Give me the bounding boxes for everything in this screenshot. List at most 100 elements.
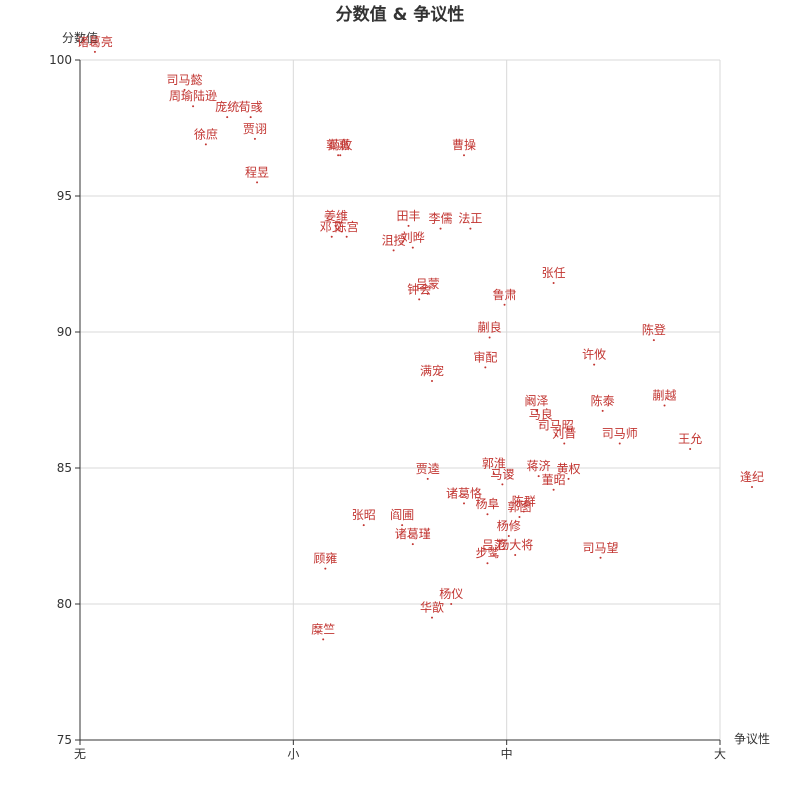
data-point[interactable]: 蒋济 [527,458,551,478]
data-point[interactable]: 荀彧 [239,100,263,119]
point-marker[interactable] [503,303,506,306]
data-point[interactable]: 诸葛恪 [446,485,482,505]
data-point[interactable]: 逢纪 [740,470,764,489]
point-marker[interactable] [539,423,542,426]
data-point[interactable]: 法正 [458,212,482,230]
data-point[interactable]: 步骘 [475,546,499,565]
point-marker[interactable] [226,116,229,119]
data-point[interactable]: 诸葛瑾 [395,527,431,546]
point-marker[interactable] [593,363,596,366]
data-point[interactable]: 马谡 [490,467,514,486]
point-marker[interactable] [418,298,421,301]
data-point[interactable]: 陈登 [642,322,666,342]
data-point[interactable]: 吕范 [482,538,506,557]
data-point[interactable]: 钟会 [407,281,431,301]
point-marker[interactable] [426,292,429,295]
data-point[interactable]: 鲁肃 [493,288,517,306]
data-point[interactable]: 满宠 [420,363,444,382]
point-marker[interactable] [567,477,570,480]
point-marker[interactable] [554,434,557,437]
data-point[interactable]: 贾诩 [243,122,267,140]
point-marker[interactable] [93,50,96,53]
point-marker[interactable] [488,336,491,339]
point-marker[interactable] [335,224,337,227]
point-marker[interactable] [552,282,555,285]
data-point[interactable]: 诸葛亮 [77,34,113,53]
point-marker[interactable] [192,105,195,108]
data-point[interactable]: 董昭 [542,473,566,491]
data-point[interactable]: 曹操 [452,137,476,157]
point-marker[interactable] [439,227,442,230]
data-point[interactable]: 阎圃 [390,508,414,527]
point-marker[interactable] [751,486,753,489]
point-marker[interactable] [518,515,521,518]
point-marker[interactable] [401,524,404,527]
point-marker[interactable] [535,409,538,412]
data-point[interactable]: 徐庶 [194,126,218,146]
point-marker[interactable] [431,379,433,382]
point-marker[interactable] [411,543,414,546]
point-marker[interactable] [426,477,429,480]
data-point[interactable]: 阚泽 [525,393,549,412]
point-marker[interactable] [339,154,342,157]
data-point[interactable]: 司马懿 [167,72,203,91]
data-point[interactable]: 姜维 [324,209,348,227]
point-marker[interactable] [324,567,327,570]
point-marker[interactable] [463,154,465,157]
data-point[interactable]: 程昱 [245,164,269,184]
point-marker[interactable] [486,513,489,516]
data-point[interactable]: 庞统 [215,99,239,119]
data-point[interactable]: 审配 [473,349,497,369]
data-point[interactable]: 邓艾 [320,220,344,238]
data-point[interactable]: 蒯越 [653,388,677,407]
point-marker[interactable] [484,366,487,369]
data-point[interactable]: 顾雍 [313,551,337,570]
point-marker[interactable] [492,472,495,475]
data-point[interactable]: 贾逵 [416,462,440,480]
point-marker[interactable] [249,116,252,119]
data-point[interactable]: 马良 [529,406,553,426]
data-point[interactable]: 李儒 [429,211,453,230]
point-marker[interactable] [689,447,692,450]
data-point[interactable]: 郭淮 [482,456,506,475]
data-point[interactable]: 吕蒙 [416,277,440,295]
data-point[interactable]: 郭图 [507,500,531,518]
data-point[interactable]: 陈泰 [591,393,615,412]
data-point[interactable]: 周瑜陆逊 [169,88,217,108]
data-point[interactable]: 刘晔 [401,231,425,249]
point-marker[interactable] [253,137,256,140]
data-point[interactable]: 王允 [678,431,702,450]
point-marker[interactable] [392,249,395,252]
point-marker[interactable] [407,224,410,227]
point-marker[interactable] [337,154,340,157]
data-point[interactable]: 陈群 [512,494,536,513]
point-marker[interactable] [507,535,510,537]
data-point[interactable]: 陈宫 [335,219,359,238]
point-marker[interactable] [256,181,259,184]
point-marker[interactable] [463,502,465,505]
point-marker[interactable] [183,88,186,91]
data-point[interactable]: 蒯良 [478,319,502,339]
point-marker[interactable] [563,442,566,445]
point-marker[interactable] [601,409,604,412]
point-marker[interactable] [552,488,555,491]
point-marker[interactable] [330,235,333,238]
data-point[interactable]: 司马望 [583,541,619,559]
data-point[interactable]: 杨仪 [439,586,463,605]
point-marker[interactable] [411,246,414,249]
point-marker[interactable] [469,227,472,230]
data-point[interactable]: 黄权 [557,462,581,480]
point-marker[interactable] [618,442,621,445]
data-point[interactable]: 杨大将 [497,537,533,557]
point-marker[interactable] [652,339,655,342]
data-point[interactable]: 张昭 [352,508,376,527]
point-marker[interactable] [345,235,348,238]
point-marker[interactable] [492,554,495,557]
point-marker[interactable] [663,404,666,407]
point-marker[interactable] [522,510,525,513]
data-point[interactable]: 张任 [542,266,566,285]
point-marker[interactable] [204,143,207,146]
data-point[interactable]: 华歆 [420,600,444,619]
data-point[interactable]: 许攸 [582,347,606,366]
point-marker[interactable] [431,616,433,619]
